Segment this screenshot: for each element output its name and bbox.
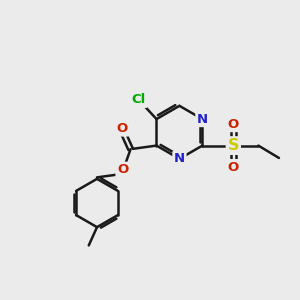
Text: S: S (228, 138, 239, 153)
Text: N: N (197, 112, 208, 126)
Text: Cl: Cl (132, 93, 146, 106)
Text: O: O (117, 122, 128, 135)
Text: O: O (228, 118, 239, 130)
Text: N: N (174, 152, 185, 165)
Text: O: O (117, 163, 128, 176)
Text: O: O (228, 160, 239, 174)
